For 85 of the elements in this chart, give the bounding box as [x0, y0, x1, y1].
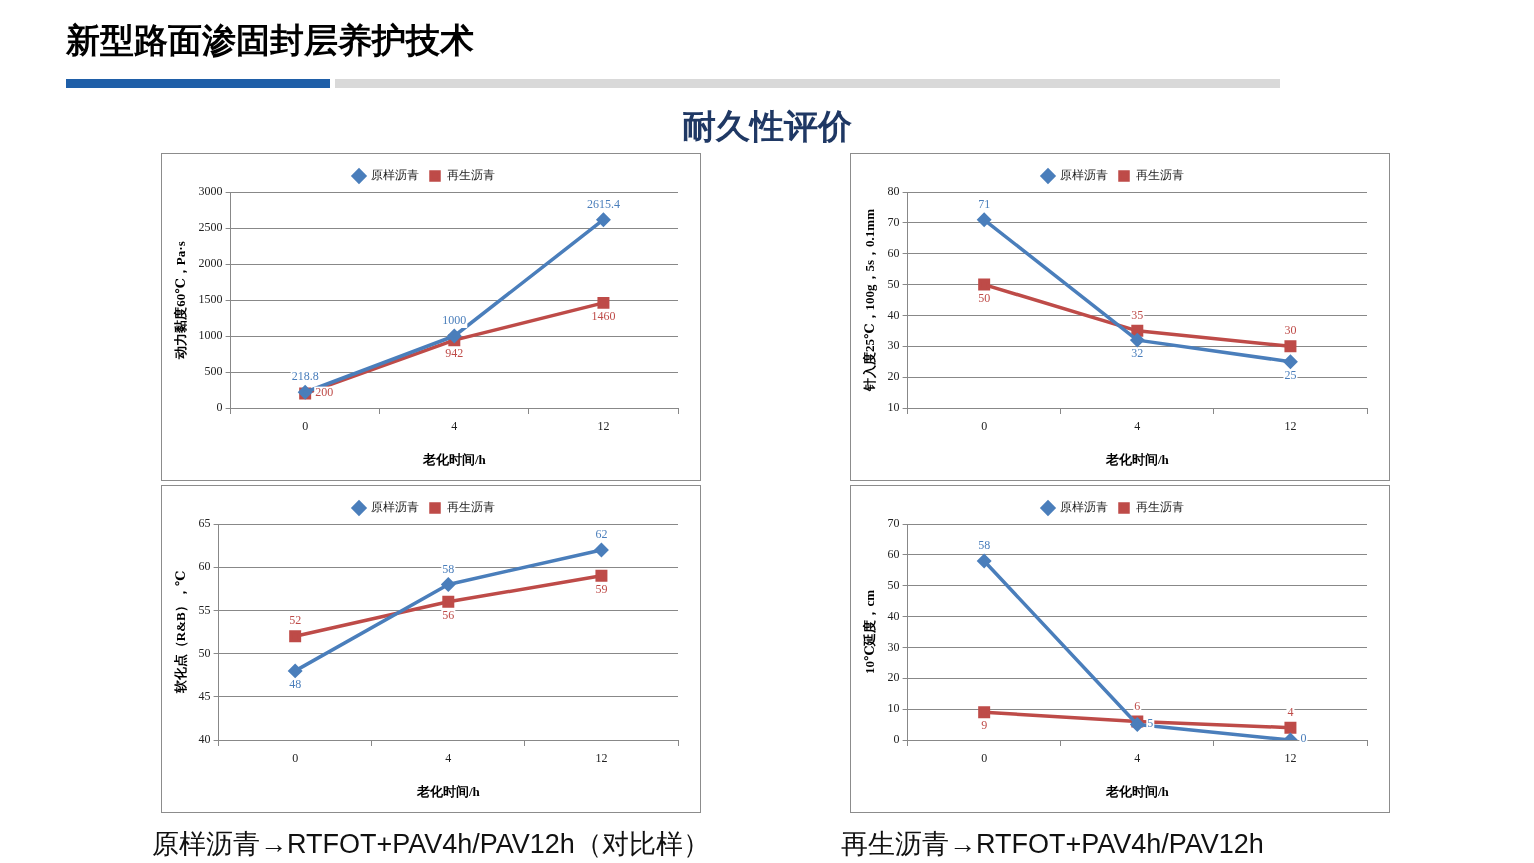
- y-tick-label: 45: [198, 688, 211, 703]
- legend-label: 原样沥青: [1060, 500, 1108, 515]
- y-tick-label: 60: [198, 559, 211, 574]
- x-tick-label: 12: [595, 751, 608, 766]
- y-tick-label: 20: [887, 670, 900, 685]
- y-axis-title: 针入度25℃，100g，5s，0.1mm: [862, 208, 878, 393]
- x-tick-label: 4: [451, 419, 458, 434]
- y-tick-label: 30: [887, 338, 900, 353]
- legend-label: 原样沥青: [1060, 168, 1108, 183]
- data-label: 25: [1284, 367, 1297, 382]
- x-tick-label: 12: [597, 419, 610, 434]
- data-label: 71: [978, 196, 991, 211]
- y-tick-label: 3000: [198, 184, 223, 199]
- y-axis-title: 软化点（R&B），℃: [173, 570, 189, 695]
- y-tick-label: 65: [198, 516, 211, 531]
- x-tick-label: 12: [1284, 751, 1297, 766]
- y-tick-label: 10: [887, 701, 900, 716]
- x-axis-title: 老化时间/h: [1104, 451, 1170, 467]
- data-label: 1000: [442, 313, 467, 328]
- data-label: 942: [445, 346, 464, 361]
- legend-label: 原样沥青: [371, 500, 419, 515]
- x-tick-label: 12: [1284, 419, 1297, 434]
- y-tick-label: 2000: [198, 256, 223, 271]
- y-tick-label: 0: [893, 732, 900, 747]
- data-label: 62: [595, 527, 608, 542]
- data-label: 52: [289, 613, 302, 628]
- y-tick-label: 1000: [198, 328, 223, 343]
- text: 新型路面渗固封层养护技术: [66, 20, 474, 61]
- x-tick-label: 0: [981, 419, 988, 434]
- x-tick-label: 4: [1134, 751, 1141, 766]
- y-tick-label: 10: [887, 400, 900, 415]
- data-label: 218.8: [291, 369, 319, 384]
- text: 再生沥青→RTFOT+PAV4h/PAV12h: [841, 828, 1264, 861]
- x-tick-label: 4: [1134, 419, 1141, 434]
- data-label: 58: [442, 561, 455, 576]
- legend-label: 再生沥青: [447, 500, 495, 515]
- legend-label: 原样沥青: [371, 168, 419, 183]
- data-label: 48: [289, 677, 302, 692]
- y-tick-label: 50: [198, 645, 211, 660]
- x-axis-title: 老化时间/h: [415, 783, 481, 799]
- y-tick-label: 2500: [198, 220, 223, 235]
- x-tick-label: 0: [981, 751, 988, 766]
- y-tick-label: 0: [216, 400, 223, 415]
- x-tick-label: 4: [445, 751, 452, 766]
- data-label: 30: [1284, 323, 1297, 338]
- y-tick-label: 55: [198, 602, 211, 617]
- text: 原样沥青→RTFOT+PAV4h/PAV12h（对比样）: [152, 828, 710, 861]
- text: 耐久性评价: [681, 106, 853, 147]
- y-tick-label: 60: [887, 547, 900, 562]
- x-tick-label: 0: [302, 419, 309, 434]
- data-label: 9: [981, 718, 988, 733]
- y-axis-title: 10℃延度，cm: [862, 589, 878, 675]
- x-axis-title: 老化时间/h: [1104, 783, 1170, 799]
- x-axis-title: 老化时间/h: [421, 451, 487, 467]
- data-label: 58: [978, 538, 991, 553]
- data-label: 56: [442, 607, 455, 622]
- y-tick-label: 40: [887, 307, 900, 322]
- data-label: 35: [1131, 308, 1144, 323]
- y-tick-label: 500: [204, 364, 223, 379]
- data-label: 50: [978, 290, 991, 305]
- data-label: 0: [1300, 731, 1307, 746]
- data-label: 2615.4: [586, 196, 620, 211]
- data-label: 6: [1134, 698, 1141, 713]
- data-label: 4: [1287, 704, 1294, 719]
- y-tick-label: 60: [887, 245, 900, 260]
- data-label: 200: [315, 384, 334, 399]
- legend-label: 再生沥青: [1136, 500, 1184, 515]
- legend-label: 再生沥青: [447, 168, 495, 183]
- y-tick-label: 50: [887, 577, 900, 592]
- data-label: 59: [595, 582, 608, 596]
- y-tick-label: 70: [887, 516, 900, 531]
- y-tick-label: 40: [887, 608, 900, 623]
- y-tick-label: 20: [887, 369, 900, 384]
- x-tick-label: 0: [292, 751, 299, 766]
- y-tick-label: 30: [887, 639, 900, 654]
- y-tick-label: 40: [198, 732, 211, 747]
- data-label: 1460: [591, 309, 616, 324]
- legend-label: 再生沥青: [1136, 168, 1184, 183]
- y-tick-label: 80: [887, 184, 900, 199]
- y-tick-label: 70: [887, 215, 900, 230]
- y-tick-label: 50: [887, 276, 900, 291]
- y-tick-label: 1500: [198, 292, 223, 307]
- y-axis-title: 动力黏度60℃，Pa·s: [173, 241, 189, 360]
- data-label: 5: [1147, 715, 1154, 730]
- data-label: 32: [1131, 346, 1144, 361]
